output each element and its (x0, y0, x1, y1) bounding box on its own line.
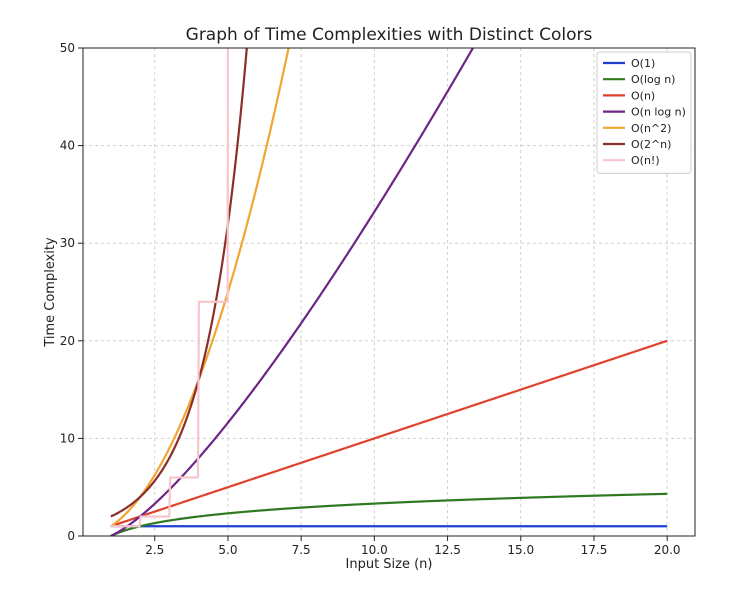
x-tick-label: 5.0 (218, 543, 237, 557)
x-tick-label: 12.5 (434, 543, 461, 557)
x-tick-label: 7.5 (292, 543, 311, 557)
y-tick-label: 50 (60, 41, 75, 55)
y-tick-label: 10 (60, 431, 75, 445)
plot-frame (82, 47, 696, 537)
x-axis-ticks: 2.5 5.0 7.5 10.0 12.5 15.0 17.5 20.0 (145, 536, 681, 557)
x-tick-label: 17.5 (581, 543, 608, 557)
legend-label: O(n^2) (631, 122, 671, 135)
legend-label: O(1) (631, 57, 655, 70)
series-line (110, 492, 668, 536)
y-axis-ticks: 0 10 20 30 40 50 (60, 41, 83, 543)
legend-label: O(n log n) (631, 106, 686, 119)
x-tick-label: 10.0 (361, 543, 388, 557)
series-lines (110, 48, 668, 536)
series-line (110, 48, 290, 528)
x-tick-label: 20.0 (654, 543, 681, 557)
series-line (110, 339, 668, 528)
y-tick-label: 20 (60, 334, 75, 348)
x-tick-label: 2.5 (145, 543, 164, 557)
legend-label: O(n!) (631, 154, 660, 167)
series-line (110, 48, 248, 518)
chart-title: Graph of Time Complexities with Distinct… (186, 25, 593, 45)
axes (82, 47, 696, 537)
y-tick-label: 40 (60, 139, 75, 153)
x-tick-label: 15.0 (507, 543, 534, 557)
y-tick-label: 0 (67, 529, 75, 543)
legend-label: O(2^n) (631, 138, 671, 151)
legend-label: O(n) (631, 89, 655, 102)
x-axis-label: Input Size (n) (346, 557, 433, 572)
legend-label: O(log n) (631, 73, 675, 86)
legend: O(1) O(log n) O(n) O(n log n) O(n^2) O(2^n) O(… (596, 51, 692, 174)
series-line (110, 48, 475, 536)
y-axis-label: Time Complexity (43, 237, 58, 348)
series-line (110, 48, 230, 528)
y-tick-label: 30 (60, 236, 75, 250)
